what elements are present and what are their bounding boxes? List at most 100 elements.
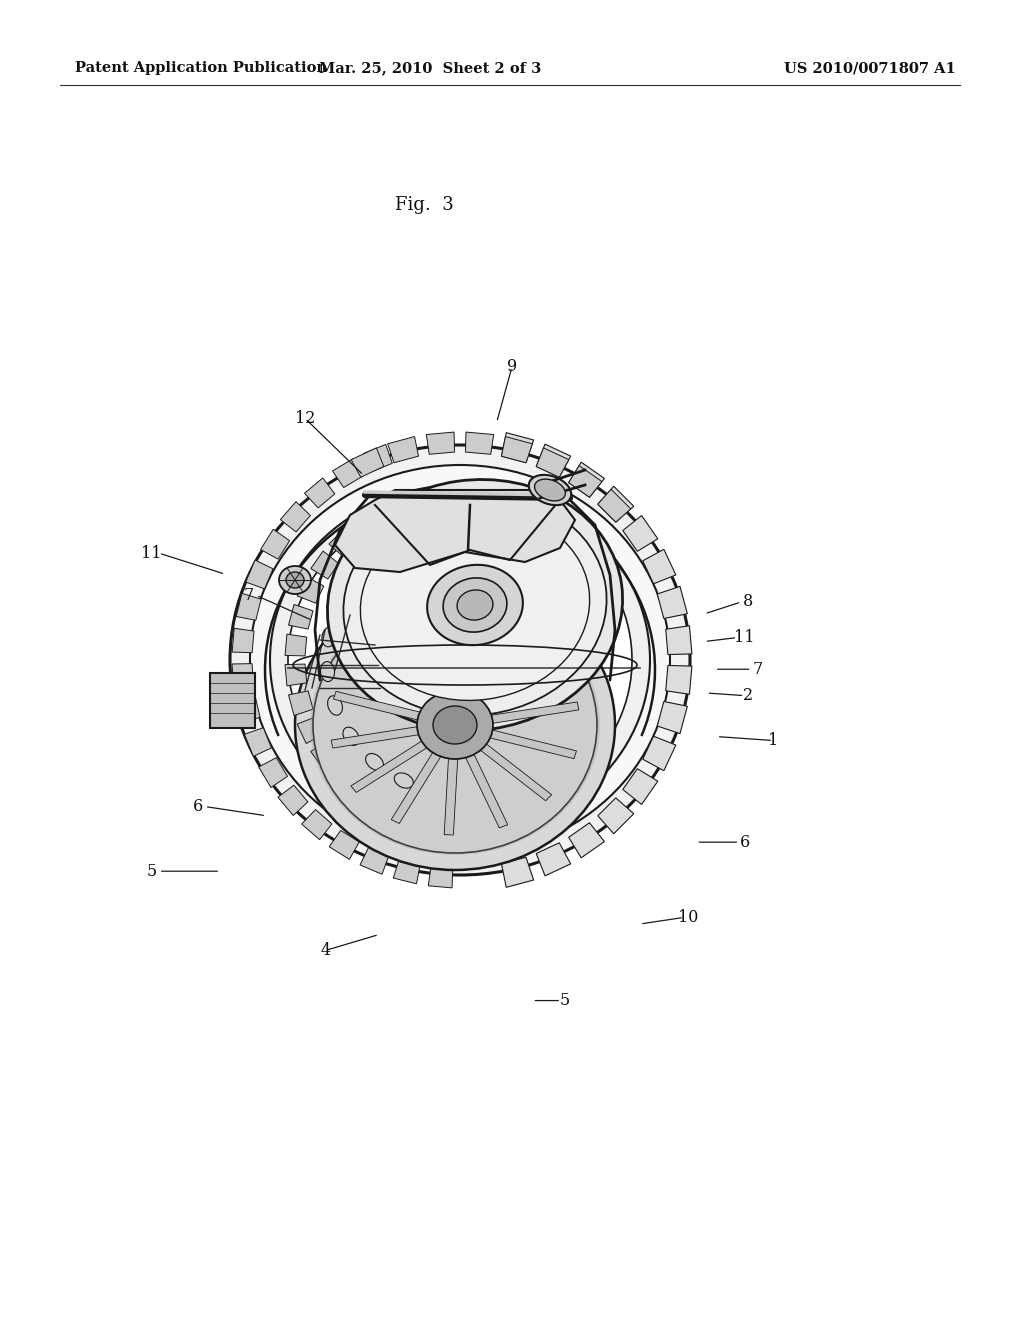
- Polygon shape: [466, 432, 494, 454]
- Polygon shape: [490, 730, 577, 759]
- Polygon shape: [598, 797, 634, 834]
- Polygon shape: [537, 447, 568, 478]
- Polygon shape: [330, 830, 359, 859]
- Polygon shape: [334, 692, 420, 719]
- Polygon shape: [333, 458, 362, 487]
- Polygon shape: [331, 727, 419, 748]
- Ellipse shape: [321, 661, 335, 681]
- Polygon shape: [537, 444, 570, 478]
- Ellipse shape: [394, 774, 414, 788]
- Polygon shape: [666, 626, 692, 655]
- Text: 9: 9: [507, 359, 517, 375]
- Ellipse shape: [343, 727, 359, 746]
- Polygon shape: [281, 502, 310, 532]
- Polygon shape: [311, 550, 339, 579]
- Polygon shape: [358, 649, 430, 706]
- Polygon shape: [453, 615, 466, 692]
- Polygon shape: [623, 768, 657, 804]
- Polygon shape: [246, 560, 273, 589]
- Polygon shape: [492, 702, 579, 723]
- Polygon shape: [568, 462, 604, 498]
- Polygon shape: [643, 737, 676, 771]
- Polygon shape: [426, 432, 455, 454]
- Ellipse shape: [328, 696, 342, 715]
- Ellipse shape: [417, 690, 493, 759]
- FancyBboxPatch shape: [210, 672, 255, 727]
- Polygon shape: [393, 859, 420, 884]
- Ellipse shape: [535, 479, 565, 500]
- Text: 5: 5: [560, 993, 570, 1008]
- Text: 4: 4: [321, 942, 331, 958]
- Ellipse shape: [328, 479, 623, 730]
- Ellipse shape: [286, 572, 304, 587]
- Ellipse shape: [443, 578, 507, 632]
- Polygon shape: [657, 701, 687, 734]
- Ellipse shape: [279, 566, 311, 594]
- Ellipse shape: [528, 475, 571, 506]
- Polygon shape: [391, 752, 441, 824]
- Ellipse shape: [457, 590, 493, 620]
- Text: 11: 11: [141, 545, 162, 561]
- Polygon shape: [598, 490, 631, 523]
- Polygon shape: [377, 498, 403, 524]
- Polygon shape: [297, 717, 324, 743]
- Polygon shape: [289, 605, 313, 630]
- Polygon shape: [329, 763, 357, 791]
- Polygon shape: [259, 758, 288, 788]
- Ellipse shape: [360, 510, 590, 701]
- Text: 5: 5: [146, 863, 157, 879]
- Ellipse shape: [366, 754, 383, 771]
- Polygon shape: [480, 744, 552, 801]
- Polygon shape: [502, 437, 532, 463]
- Text: Fig.  3: Fig. 3: [394, 195, 454, 214]
- Text: 7: 7: [244, 587, 254, 603]
- Text: 8: 8: [742, 594, 753, 610]
- Polygon shape: [469, 627, 519, 698]
- Polygon shape: [245, 727, 271, 756]
- Polygon shape: [351, 511, 379, 539]
- Ellipse shape: [343, 495, 606, 715]
- Polygon shape: [537, 842, 570, 876]
- Polygon shape: [236, 696, 260, 723]
- Polygon shape: [351, 781, 379, 809]
- Polygon shape: [377, 796, 403, 822]
- Polygon shape: [351, 447, 384, 478]
- Text: 11: 11: [734, 630, 755, 645]
- Polygon shape: [502, 433, 534, 463]
- Polygon shape: [657, 586, 687, 619]
- Ellipse shape: [310, 595, 600, 855]
- Ellipse shape: [270, 484, 650, 836]
- Text: Patent Application Publication: Patent Application Publication: [75, 61, 327, 75]
- Text: 12: 12: [295, 411, 315, 426]
- Text: US 2010/0071807 A1: US 2010/0071807 A1: [784, 61, 955, 75]
- Polygon shape: [329, 529, 357, 557]
- Polygon shape: [404, 807, 429, 832]
- Polygon shape: [643, 549, 676, 583]
- Text: 6: 6: [740, 834, 751, 850]
- Polygon shape: [232, 628, 254, 653]
- Text: 10: 10: [678, 909, 698, 925]
- Polygon shape: [285, 634, 307, 656]
- Ellipse shape: [288, 502, 632, 818]
- Ellipse shape: [427, 565, 523, 645]
- Polygon shape: [278, 785, 308, 816]
- Polygon shape: [465, 754, 508, 828]
- Ellipse shape: [230, 445, 690, 875]
- Polygon shape: [351, 741, 427, 792]
- Ellipse shape: [313, 597, 597, 853]
- Polygon shape: [260, 529, 290, 560]
- Polygon shape: [434, 813, 456, 836]
- Polygon shape: [598, 486, 634, 523]
- Ellipse shape: [322, 627, 336, 647]
- Polygon shape: [237, 593, 261, 620]
- Polygon shape: [364, 445, 392, 471]
- Polygon shape: [568, 466, 602, 498]
- Polygon shape: [568, 822, 604, 858]
- Polygon shape: [444, 758, 458, 836]
- Polygon shape: [304, 478, 335, 508]
- Polygon shape: [483, 657, 559, 709]
- Text: 2: 2: [742, 688, 753, 704]
- Polygon shape: [289, 690, 313, 715]
- Polygon shape: [335, 490, 575, 572]
- Polygon shape: [402, 622, 444, 696]
